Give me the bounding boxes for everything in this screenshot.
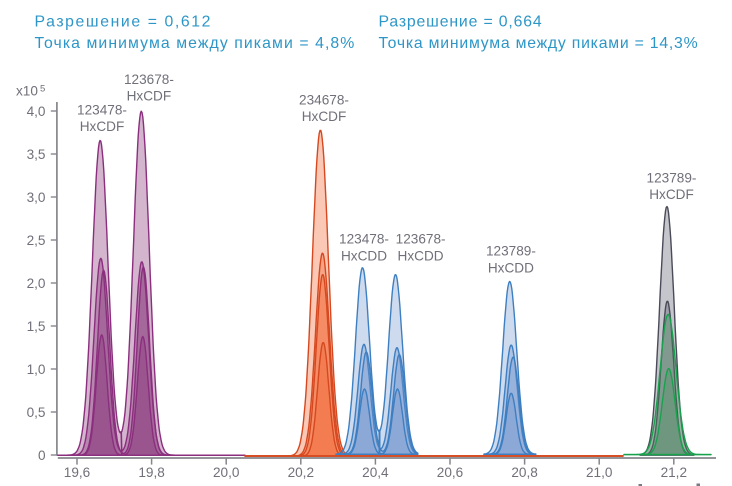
svg-text:Точка минимума между пиками =: Точка минимума между пиками = 4,8% [35,35,356,52]
svg-text:20,4: 20,4 [362,465,389,480]
svg-text:234678-: 234678- [299,92,349,107]
svg-text:123478-: 123478- [339,232,389,247]
svg-text:123789-: 123789- [647,170,697,185]
svg-text:20,6: 20,6 [437,465,463,480]
svg-text:3,0: 3,0 [27,190,46,205]
svg-text:123478-: 123478- [77,102,127,117]
svg-text:20,2: 20,2 [288,465,314,480]
svg-text:2,5: 2,5 [27,233,46,248]
svg-text:HxCDD: HxCDD [398,249,444,264]
svg-text:123678-: 123678- [396,232,446,247]
svg-text:3,5: 3,5 [27,147,46,162]
svg-text:21,0: 21,0 [586,465,613,480]
svg-text:HxCDF: HxCDF [80,119,125,134]
svg-text:5: 5 [40,84,45,95]
svg-text:HxCDF: HxCDF [649,187,694,202]
svg-text:0: 0 [38,448,46,463]
svg-text:0,5: 0,5 [27,405,46,420]
svg-text:HxCDF: HxCDF [302,109,347,124]
svg-text:HxCDD: HxCDD [488,260,534,275]
svg-text:Точка минимума между пиками =: Точка минимума между пиками = 14,3% [379,35,699,52]
svg-text:Разрешение = 0,664: Разрешение = 0,664 [379,14,543,31]
svg-text:4,0: 4,0 [27,104,46,119]
svg-text:1,0: 1,0 [27,362,46,377]
svg-text:1,5: 1,5 [27,319,46,334]
svg-text:x10: x10 [16,84,38,99]
svg-text:HxCDF: HxCDF [127,89,172,104]
svg-text:21,2: 21,2 [661,465,687,480]
svg-text:2,0: 2,0 [27,276,46,291]
svg-text:20,8: 20,8 [511,465,537,480]
svg-text:20,0: 20,0 [213,465,240,480]
svg-text:Разрешение = 0,612: Разрешение = 0,612 [35,14,213,31]
svg-text:HxCDD: HxCDD [341,249,387,264]
svg-text:123789-: 123789- [486,244,536,259]
svg-text:19,8: 19,8 [138,465,164,480]
svg-text:123678-: 123678- [124,72,174,87]
svg-text:19,6: 19,6 [64,465,90,480]
